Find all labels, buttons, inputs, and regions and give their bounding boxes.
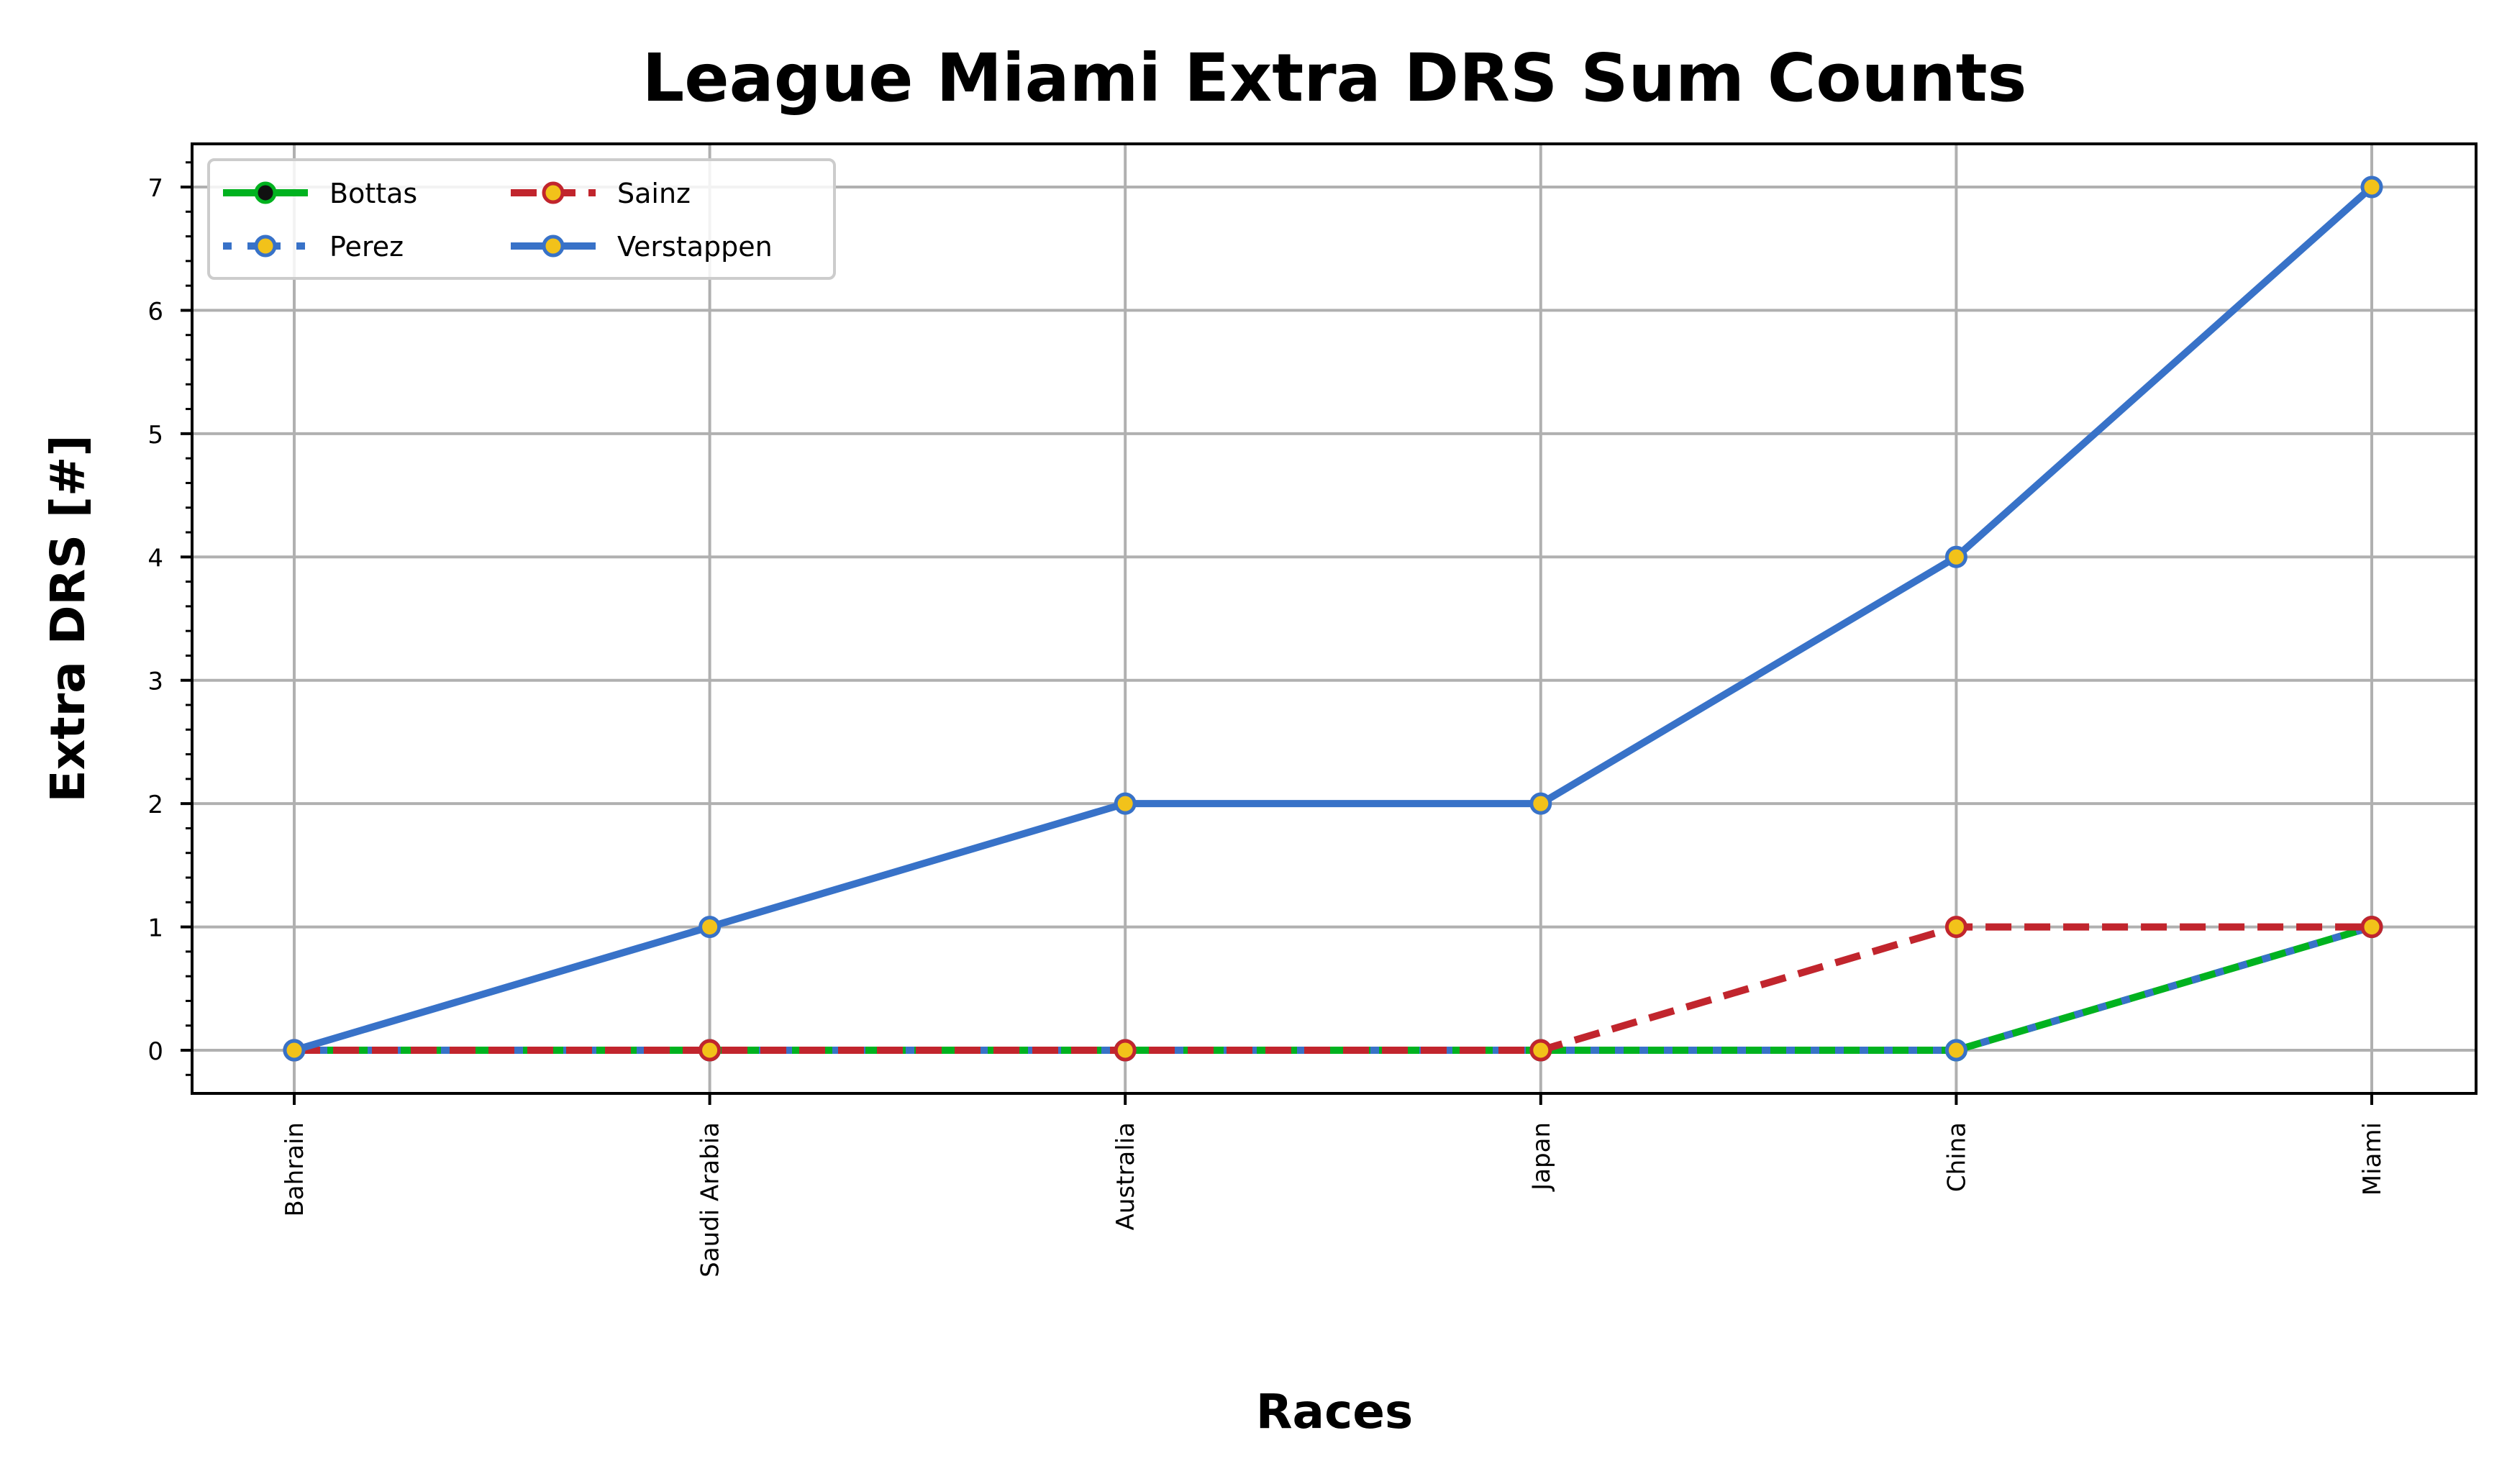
data-point	[1944, 916, 1967, 939]
series-perez	[283, 916, 2383, 1062]
legend-marker	[542, 181, 565, 204]
series-bottas	[283, 916, 2383, 1062]
data-point	[283, 1039, 306, 1062]
y-tick-label: 2	[147, 791, 163, 819]
legend-item-sainz: Sainz	[511, 178, 691, 209]
legend-marker	[542, 235, 565, 258]
data-point	[2360, 916, 2383, 939]
x-axis-ticks: Bahrain Saudi Arabia Australia Japan China Mi…	[281, 1093, 2387, 1278]
x-tick-label: China	[1942, 1122, 1971, 1192]
data-point	[1944, 545, 1967, 568]
legend-item-bottas: Bottas	[223, 178, 417, 209]
legend-item-verstappen: Verstappen	[511, 231, 773, 263]
data-point	[1944, 1039, 1967, 1062]
y-tick-label: 1	[147, 914, 163, 943]
x-tick-label: Australia	[1111, 1122, 1140, 1230]
y-tick-label: 7	[147, 174, 163, 203]
x-tick-label: Japan	[1527, 1122, 1556, 1192]
series-line	[293, 184, 2375, 1054]
series-line	[294, 923, 2372, 1054]
data-point	[1529, 1039, 1552, 1062]
y-tick-label: 3	[147, 668, 163, 696]
data-point	[1114, 1039, 1137, 1062]
y-tick-label: 5	[147, 421, 163, 450]
legend-item-perez: Perez	[223, 231, 404, 263]
data-point	[699, 916, 722, 939]
legend: Bottas Sainz Perez Verstappen	[207, 158, 836, 280]
data-point	[1529, 792, 1552, 815]
legend-label: Perez	[329, 231, 404, 263]
legend-label: Bottas	[329, 178, 417, 209]
plot-frame	[191, 142, 2478, 1095]
legend-label: Verstappen	[617, 231, 773, 263]
y-tick-label: 4	[147, 544, 163, 573]
series-line	[294, 923, 2373, 1054]
series-layer	[283, 176, 2383, 1062]
legend-label: Sainz	[617, 178, 691, 209]
legend-marker	[254, 235, 277, 258]
y-tick-label: 6	[147, 297, 163, 326]
x-axis-label: Races	[1256, 1384, 1414, 1439]
series-sainz	[283, 916, 2383, 1062]
legend-marker	[254, 181, 277, 204]
x-tick-label: Saudi Arabia	[696, 1122, 725, 1278]
x-tick-label: Miami	[2358, 1122, 2387, 1196]
chart-title: League Miami Extra DRS Sum Counts	[642, 40, 2027, 117]
grid-lines	[192, 144, 2476, 1093]
data-point	[1114, 792, 1137, 815]
data-point	[2360, 176, 2383, 199]
x-tick-label: Bahrain	[281, 1122, 309, 1217]
series-line	[294, 923, 2373, 1054]
series-verstappen	[283, 176, 2383, 1062]
y-axis-ticks: 0 1 2 3 4 5 6 7	[147, 161, 192, 1076]
data-point	[699, 1039, 722, 1062]
y-axis-label: Extra DRS [#]	[40, 434, 96, 802]
y-tick-label: 0	[147, 1037, 163, 1066]
legend-box	[207, 158, 836, 280]
